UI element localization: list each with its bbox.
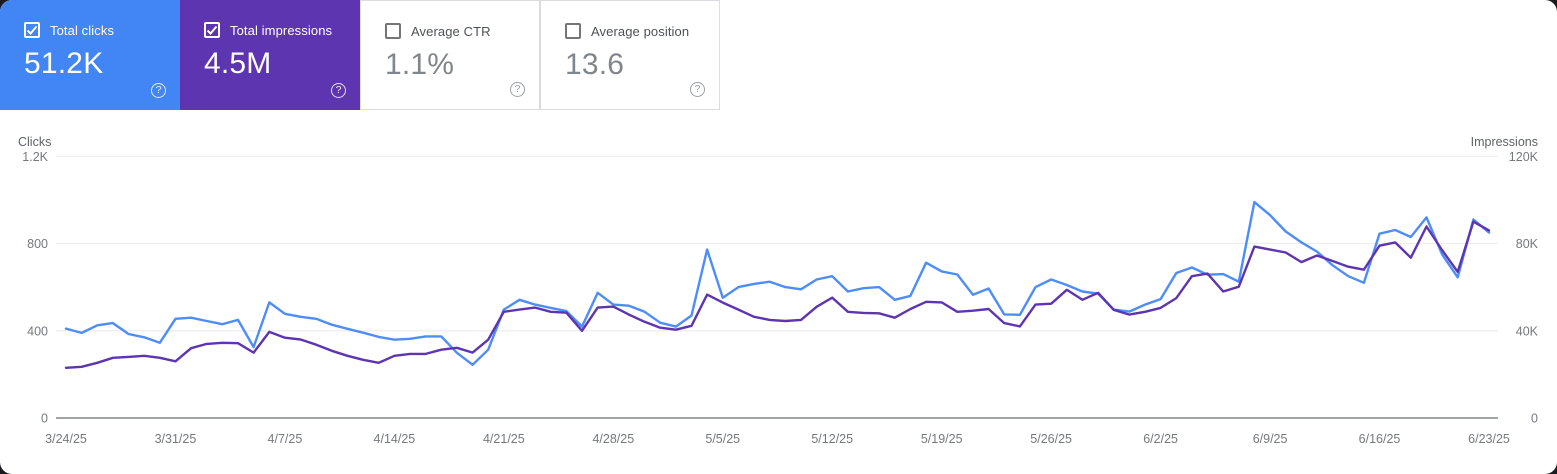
left-axis-tick: 800	[27, 237, 48, 251]
x-axis-tick: 4/7/25	[268, 432, 303, 446]
performance-line-chart[interactable]: 1.2K 120K 800 80K 400 40K 0 0 Clicks Impressions 3…	[0, 110, 1557, 474]
x-axis-tick: 6/23/25	[1468, 432, 1510, 446]
x-axis-tick: 3/31/25	[155, 432, 197, 446]
right-axis-tick: 80K	[1516, 237, 1539, 251]
metric-card-average-ctr[interactable]: Average CTR 1.1% ?	[360, 0, 540, 110]
metric-card-total-clicks[interactable]: Total clicks 51.2K ?	[0, 0, 180, 110]
metric-cards-row: Total clicks 51.2K ? Total impressions 4…	[0, 0, 720, 110]
left-axis-tick: 0	[41, 412, 48, 426]
total-clicks-value: 51.2K	[24, 47, 104, 80]
average-ctr-checkbox[interactable]	[385, 23, 401, 39]
metric-card-total-impressions[interactable]: Total impressions 4.5M ?	[180, 0, 360, 110]
right-axis-tick: 120K	[1509, 150, 1539, 164]
left-axis-tick: 1.2K	[22, 150, 48, 164]
average-position-checkbox[interactable]	[565, 23, 581, 39]
x-axis-tick: 5/5/25	[705, 432, 740, 446]
x-axis-tick: 4/14/25	[374, 432, 416, 446]
total-impressions-label: Total impressions	[230, 22, 333, 38]
right-axis-tick: 0	[1531, 412, 1538, 426]
left-axis-title: Clicks	[18, 135, 51, 149]
total-clicks-label: Total clicks	[50, 22, 115, 38]
check-icon	[26, 25, 38, 35]
x-axis-tick: 4/28/25	[592, 432, 634, 446]
impressions-line	[64, 220, 1491, 369]
clicks-line	[64, 200, 1491, 366]
x-axis-tick: 5/19/25	[921, 432, 963, 446]
help-icon[interactable]: ?	[510, 82, 525, 97]
x-axis-tick: 6/9/25	[1253, 432, 1288, 446]
check-icon	[206, 25, 218, 35]
average-position-label: Average position	[591, 23, 690, 39]
x-axis-tick: 5/12/25	[811, 432, 853, 446]
right-axis-tick: 40K	[1516, 324, 1539, 338]
average-ctr-label: Average CTR	[411, 23, 491, 39]
x-axis-tick: 6/2/25	[1143, 432, 1178, 446]
total-impressions-value: 4.5M	[204, 47, 272, 80]
average-ctr-value: 1.1%	[385, 48, 455, 81]
average-position-value: 13.6	[565, 48, 625, 81]
right-axis-title: Impressions	[1471, 135, 1538, 149]
total-clicks-checkbox[interactable]	[24, 22, 40, 38]
metric-card-average-position[interactable]: Average position 13.6 ?	[540, 0, 720, 110]
left-axis-tick: 400	[27, 324, 48, 338]
help-icon[interactable]: ?	[151, 83, 166, 98]
help-icon[interactable]: ?	[690, 82, 705, 97]
x-axis-tick: 3/24/25	[45, 432, 87, 446]
total-impressions-checkbox[interactable]	[204, 22, 220, 38]
x-axis-tick: 6/16/25	[1359, 432, 1401, 446]
help-icon[interactable]: ?	[331, 83, 346, 98]
x-axis-tick: 5/26/25	[1030, 432, 1072, 446]
x-axis-tick: 4/21/25	[483, 432, 525, 446]
